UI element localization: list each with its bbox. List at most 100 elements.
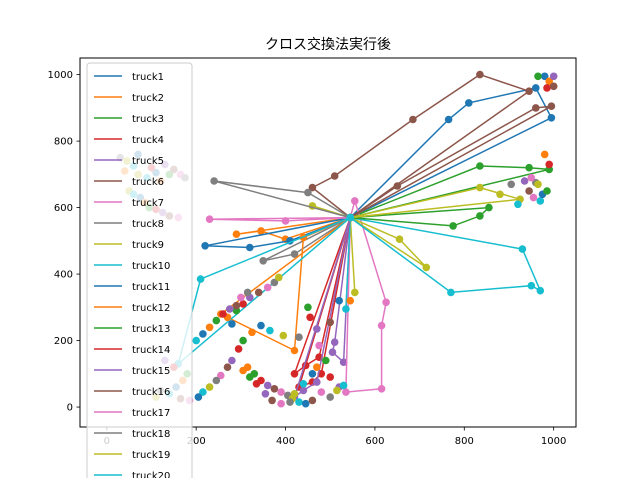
data-point-truck3 [476, 162, 484, 170]
customer-point [326, 373, 335, 381]
legend-item-truck18: truck18 [94, 429, 170, 440]
legend-label: truck6 [132, 177, 164, 188]
customer-point [536, 197, 545, 205]
customer-point [525, 187, 533, 195]
data-point-truck13 [449, 222, 457, 230]
data-point-truck6 [409, 115, 417, 124]
data-point-truck11 [246, 243, 254, 252]
customer-point [326, 318, 335, 327]
y-tick-label: 600 [54, 203, 73, 214]
series-line-truck17 [209, 216, 351, 222]
data-point-truck15 [299, 386, 308, 395]
y-tick-label: 0 [67, 403, 73, 414]
x-tick-label: 200 [187, 436, 206, 447]
customer-point [290, 390, 299, 398]
customer-point [192, 336, 200, 345]
series-truck1 [346, 84, 556, 222]
customer-point [545, 160, 553, 169]
series-truck18 [210, 177, 355, 222]
customer-point [243, 288, 252, 297]
customer-point [322, 356, 330, 365]
x-tick-label: 600 [365, 436, 384, 447]
customer-point [313, 325, 321, 333]
data-point-truck2 [257, 227, 265, 235]
data-point-truck7 [342, 388, 350, 396]
legend-item-truck20: truck20 [94, 471, 170, 478]
customer-point [239, 336, 247, 345]
data-point-truck20 [196, 275, 205, 283]
customer-point [527, 173, 536, 182]
legend-label: truck8 [132, 219, 164, 230]
legend-label: truck14 [132, 345, 170, 356]
customer-point [234, 345, 243, 353]
customer-point [313, 363, 321, 372]
customer-point [270, 278, 279, 287]
data-point-truck18 [304, 188, 312, 197]
customer-point [308, 370, 317, 378]
legend-label: truck15 [132, 366, 170, 377]
customer-point [295, 398, 303, 406]
series-line-truck9 [312, 205, 427, 293]
customer-point [261, 390, 270, 398]
data-point-truck6 [330, 172, 339, 180]
data-point-truck10 [342, 305, 350, 313]
customer-point [326, 393, 335, 401]
legend-label: truck16 [132, 387, 170, 398]
legend-item-truck11: truck11 [94, 282, 170, 293]
customer-point [223, 363, 232, 372]
legend-item-truck9: truck9 [94, 240, 164, 251]
customer-point [246, 373, 254, 381]
customer-point [540, 150, 549, 159]
data-point-truck7 [377, 385, 386, 393]
data-point-truck7 [382, 298, 390, 307]
data-point-truck16 [532, 104, 540, 112]
legend-label: truck17 [132, 408, 170, 419]
customer-point [507, 180, 515, 189]
legend-label: truck19 [132, 450, 170, 461]
customer-point [266, 326, 274, 335]
series-line-truck18 [213, 180, 351, 219]
customer-point [275, 273, 283, 282]
legend-label: truck4 [132, 135, 164, 146]
customer-point [306, 313, 314, 322]
customer-point [254, 288, 263, 297]
data-point-truck2 [232, 230, 241, 238]
customer-point [333, 386, 341, 395]
data-point-truck15 [313, 378, 321, 386]
plot-frame [79, 57, 577, 428]
customer-point [239, 300, 247, 308]
legend-label: truck1 [132, 72, 164, 83]
customer-point [335, 296, 344, 305]
customer-point [308, 396, 317, 405]
customer-point [304, 303, 312, 312]
y-tick-label: 800 [54, 137, 73, 148]
customer-point [199, 330, 207, 338]
legend-label: truck3 [132, 114, 164, 125]
customer-point [286, 398, 294, 406]
customer-point [543, 187, 551, 195]
customer-point [270, 385, 279, 393]
legend-item-truck4: truck4 [94, 135, 164, 146]
customer-point [232, 301, 241, 310]
legend: truck1 truck2 truck3 truck4 truck5 truck6 truc… [86, 62, 193, 478]
legend-item-truck12: truck12 [94, 303, 170, 314]
chart-title: クロス交換法実行後 [265, 36, 391, 53]
customer-point [263, 283, 272, 292]
customer-point [237, 293, 245, 302]
y-tick-label: 1000 [48, 70, 73, 81]
data-point-truck8 [259, 257, 268, 265]
data-point-truck3 [525, 163, 533, 172]
customer-point [545, 77, 553, 86]
legend-item-truck6: truck6 [94, 177, 164, 188]
data-point-truck13 [485, 203, 493, 212]
data-point-truck18 [210, 177, 218, 185]
data-point-truck10 [518, 245, 527, 253]
legend-item-truck19: truck19 [94, 450, 170, 461]
series-layer [116, 70, 558, 408]
customer-point [540, 72, 549, 81]
customer-point [263, 381, 272, 390]
data-point-truck19 [476, 183, 484, 192]
data-point-truck7 [377, 321, 386, 330]
data-point-truck16 [393, 182, 402, 190]
data-point-truck13 [476, 212, 484, 220]
